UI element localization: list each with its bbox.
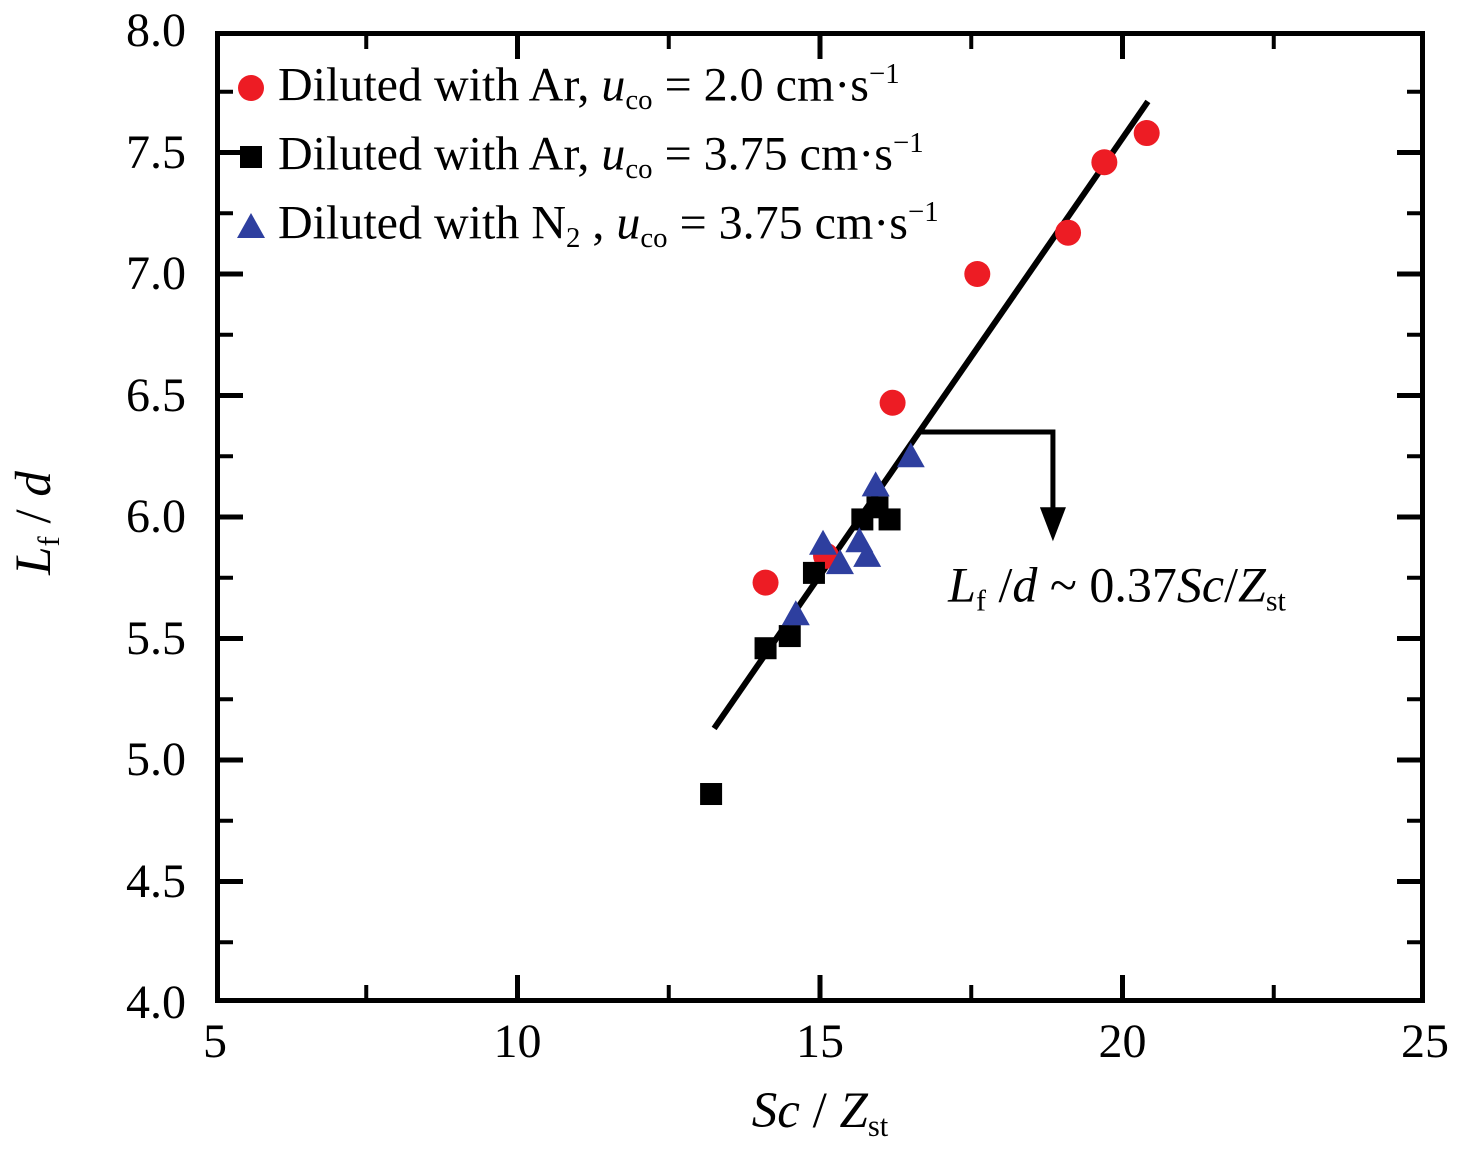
plot-frame [215, 31, 1425, 1003]
text-token: Diluted with N [278, 196, 566, 250]
text-token: co [625, 84, 653, 117]
legend-entry-text: Diluted with Ar, uco = 3.75 cm·s−1 [278, 128, 924, 184]
data-point-circle [752, 569, 779, 596]
legend-entry-text: Diluted with N2 , uco = 3.75 cm·s−1 [278, 197, 939, 253]
x-tick-label: 25 [1401, 1015, 1449, 1068]
text-token: d [1012, 556, 1038, 613]
y-axis-label: Lf / d [5, 471, 67, 575]
text-token: = 3.75 cm·s [652, 127, 893, 181]
data-point-circle [1091, 149, 1118, 176]
data-point-triangle [861, 471, 890, 497]
plot-canvas [215, 31, 1425, 1003]
text-token: / [985, 556, 1013, 613]
x-tick-label: 10 [493, 1015, 542, 1068]
text-token: f [975, 584, 986, 618]
data-point-triangle [853, 541, 882, 567]
text-token: = 3.75 cm·s [667, 196, 908, 250]
y-tick-label: 7.0 [126, 247, 186, 300]
text-token: −1 [907, 196, 939, 229]
text-token: Z [839, 1083, 868, 1139]
text-token: Diluted with Ar, [278, 127, 602, 181]
circle-marker-icon [232, 74, 270, 101]
data-point-triangle [825, 549, 854, 575]
data-point-square [700, 783, 723, 806]
text-token: u [616, 196, 641, 250]
text-token: / [5, 496, 62, 537]
legend: Diluted with Ar, uco = 2.0 cm·s−1 Diluted… [232, 53, 939, 260]
text-token: d [5, 471, 62, 497]
x-axis-label: Sc / Zst [215, 1082, 1425, 1144]
text-token: Diluted with Ar, [278, 58, 602, 112]
text-token: ~ 0.37 [1037, 556, 1177, 613]
square-marker-icon [232, 145, 270, 168]
text-token: st [867, 1109, 889, 1144]
x-tick-label: 15 [796, 1015, 844, 1068]
legend-entry: Diluted with Ar, uco = 2.0 cm·s−1 [232, 53, 939, 122]
text-token: −1 [892, 127, 924, 160]
legend-entry: Diluted with Ar, uco = 3.75 cm·s−1 [232, 122, 939, 191]
data-point-square [778, 625, 801, 648]
data-point-circle [1133, 120, 1160, 147]
text-token: Sc [1176, 556, 1225, 613]
text-token: −1 [868, 58, 900, 91]
legend-circle [238, 74, 264, 101]
y-tick-label: 7.5 [126, 125, 186, 179]
text-token: u [601, 127, 626, 181]
data-point-circle [1055, 219, 1082, 246]
plot-area: Diluted with Ar, uco = 2.0 cm·s−1 Diluted… [215, 31, 1425, 1003]
text-token: Sc [751, 1083, 800, 1139]
legend-entry: Diluted with N2 , uco = 3.75 cm·s−1 [232, 191, 939, 260]
data-point-circle [964, 261, 991, 287]
legend-square [240, 145, 262, 168]
data-point-square [802, 561, 825, 584]
y-tick-label: 6.0 [126, 490, 186, 543]
fit-equation-label: Lf /d ~ 0.37Sc/Zst [948, 556, 1286, 619]
text-token: u [601, 58, 626, 112]
data-point-circle [879, 389, 906, 416]
text-token: = 2.0 cm·s [652, 58, 869, 112]
text-token: co [640, 222, 668, 255]
legend-triangle [237, 213, 265, 238]
annotation-arrow-shaft [920, 429, 1056, 512]
x-tick-label: 20 [1098, 1015, 1147, 1068]
data-point-triangle [896, 442, 925, 468]
x-tick-label: 5 [203, 1015, 227, 1068]
y-tick-label: 5.0 [126, 733, 186, 786]
text-token: f [32, 536, 67, 547]
triangle-marker-icon [232, 213, 270, 238]
y-tick-label: 6.5 [126, 368, 186, 422]
data-point-triangle [781, 600, 810, 626]
legend-entry-text: Diluted with Ar, uco = 2.0 cm·s−1 [278, 59, 900, 115]
text-token: st [1265, 584, 1286, 618]
y-tick-label: 5.5 [126, 611, 186, 665]
text-token: L [5, 546, 62, 575]
text-token: / [1224, 556, 1239, 613]
text-token: 2 [565, 222, 581, 255]
data-point-square [878, 508, 901, 531]
text-token: Z [1238, 556, 1266, 613]
y-tick-label: 4.0 [126, 976, 186, 1029]
annotation-arrow-head [1039, 507, 1066, 542]
y-tick-label: 8.0 [126, 4, 186, 57]
data-point-triangle [809, 529, 838, 555]
y-tick-label: 4.5 [126, 854, 186, 908]
text-token: L [948, 556, 976, 613]
text-token: co [625, 153, 653, 186]
text-token: , [580, 196, 617, 250]
data-point-square [754, 637, 777, 660]
text-token: / [799, 1083, 840, 1139]
